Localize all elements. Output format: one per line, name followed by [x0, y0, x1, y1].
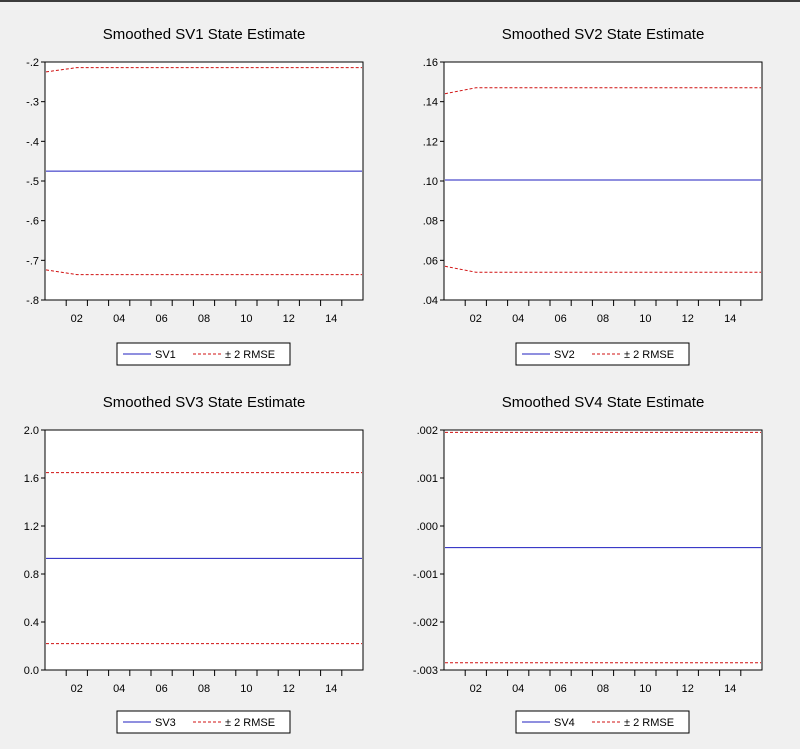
- x-tick-label: 08: [198, 313, 210, 325]
- y-tick-label: .10: [423, 176, 438, 188]
- y-tick-label: 2.0: [24, 425, 39, 437]
- plot-area: [443, 429, 763, 671]
- x-tick-label: 08: [597, 683, 609, 695]
- chart-panel-4: Smoothed SV4 State Estimate .002 .001 .000 -…: [413, 394, 763, 734]
- chart-panel-2: Smoothed SV2 State Estimate .16 .14 .12 .10.…: [423, 26, 763, 366]
- x-tick-label: 12: [283, 683, 295, 695]
- x-tick-label: 14: [325, 313, 337, 325]
- x-tick-label: 04: [512, 313, 524, 325]
- chart-panel-1: Smoothed SV1 State Estimate -.2 -.3 -.4 -.5 -…: [26, 26, 364, 366]
- y-tick-label: .08: [423, 216, 438, 228]
- y-tick-label: .001: [417, 473, 438, 485]
- x-tick-label: 02: [470, 313, 482, 325]
- legend-label-rmse: ± 2 RMSE: [225, 717, 275, 729]
- y-tick-label: 0.4: [24, 617, 39, 629]
- x-tick-label: 10: [240, 313, 252, 325]
- x-tick-label: 02: [71, 683, 83, 695]
- upper-rmse-band-line: [45, 67, 362, 73]
- chart-title: Smoothed SV3 State Estimate: [103, 394, 306, 411]
- x-tick-label: 06: [554, 683, 566, 695]
- legend-label-estimate: SV1: [155, 349, 176, 361]
- chart-legend: SV2 ± 2 RMSE: [515, 342, 690, 366]
- y-tick-label: -.8: [26, 295, 39, 307]
- legend-label-rmse: ± 2 RMSE: [624, 717, 674, 729]
- x-tick-label: 02: [470, 683, 482, 695]
- y-tick-label: .12: [423, 136, 438, 148]
- chart-title: Smoothed SV2 State Estimate: [502, 26, 705, 43]
- x-tick-label: 14: [724, 683, 736, 695]
- x-tick-label: 10: [639, 313, 651, 325]
- x-tick-label: 08: [597, 313, 609, 325]
- y-tick-label: 1.2: [24, 521, 39, 533]
- y-tick-label: -.2: [26, 57, 39, 69]
- y-tick-label: -.002: [413, 617, 438, 629]
- y-tick-label: -.6: [26, 216, 39, 228]
- y-tick-label: .14: [423, 97, 438, 109]
- x-tick-label: 04: [113, 683, 125, 695]
- x-tick-label: 12: [682, 683, 694, 695]
- x-tick-label: 02: [71, 313, 83, 325]
- plot-area: [443, 61, 763, 301]
- lower-rmse-band-line: [45, 269, 362, 276]
- x-tick-label: 14: [724, 313, 736, 325]
- x-tick-label: 04: [512, 683, 524, 695]
- x-tick-label: 08: [198, 683, 210, 695]
- y-tick-label: .000: [417, 521, 438, 533]
- chart-panel-3: Smoothed SV3 State Estimate 2.0 1.6 1.2 0.8 0…: [24, 394, 364, 734]
- y-tick-label: .16: [423, 57, 438, 69]
- legend-label-estimate: SV3: [155, 717, 176, 729]
- y-tick-label: -.003: [413, 665, 438, 677]
- chart-legend: SV4 ± 2 RMSE: [515, 710, 690, 734]
- chart-legend: SV3 ± 2 RMSE: [116, 710, 291, 734]
- plot-area: [44, 429, 364, 671]
- y-tick-label: 1.6: [24, 473, 39, 485]
- chart-title: Smoothed SV4 State Estimate: [502, 394, 705, 411]
- legend-label-estimate: SV2: [554, 349, 575, 361]
- x-tick-label: 12: [682, 313, 694, 325]
- y-tick-label: .04: [423, 295, 438, 307]
- legend-label-rmse: ± 2 RMSE: [624, 349, 674, 361]
- chart-title: Smoothed SV1 State Estimate: [103, 26, 306, 43]
- y-tick-label: -.3: [26, 97, 39, 109]
- legend-label-estimate: SV4: [554, 717, 575, 729]
- x-tick-label: 10: [240, 683, 252, 695]
- y-tick-label: -.5: [26, 176, 39, 188]
- y-tick-label: .06: [423, 255, 438, 267]
- x-tick-label: 10: [639, 683, 651, 695]
- y-tick-label: -.4: [26, 136, 39, 148]
- x-tick-label: 06: [155, 683, 167, 695]
- y-tick-label: 0.8: [24, 569, 39, 581]
- x-tick-label: 04: [113, 313, 125, 325]
- x-tick-label: 06: [155, 313, 167, 325]
- y-tick-label: .002: [417, 425, 438, 437]
- x-tick-label: 12: [283, 313, 295, 325]
- y-tick-label: -.001: [413, 569, 438, 581]
- chart-legend: SV1 ± 2 RMSE: [116, 342, 291, 366]
- y-tick-label: 0.0: [24, 665, 39, 677]
- plot-area: [44, 61, 364, 301]
- x-tick-label: 14: [325, 683, 337, 695]
- legend-label-rmse: ± 2 RMSE: [225, 349, 275, 361]
- upper-rmse-band-line: [444, 87, 761, 95]
- x-tick-label: 06: [554, 313, 566, 325]
- lower-rmse-band-line: [444, 265, 761, 273]
- y-tick-label: -.7: [26, 255, 39, 267]
